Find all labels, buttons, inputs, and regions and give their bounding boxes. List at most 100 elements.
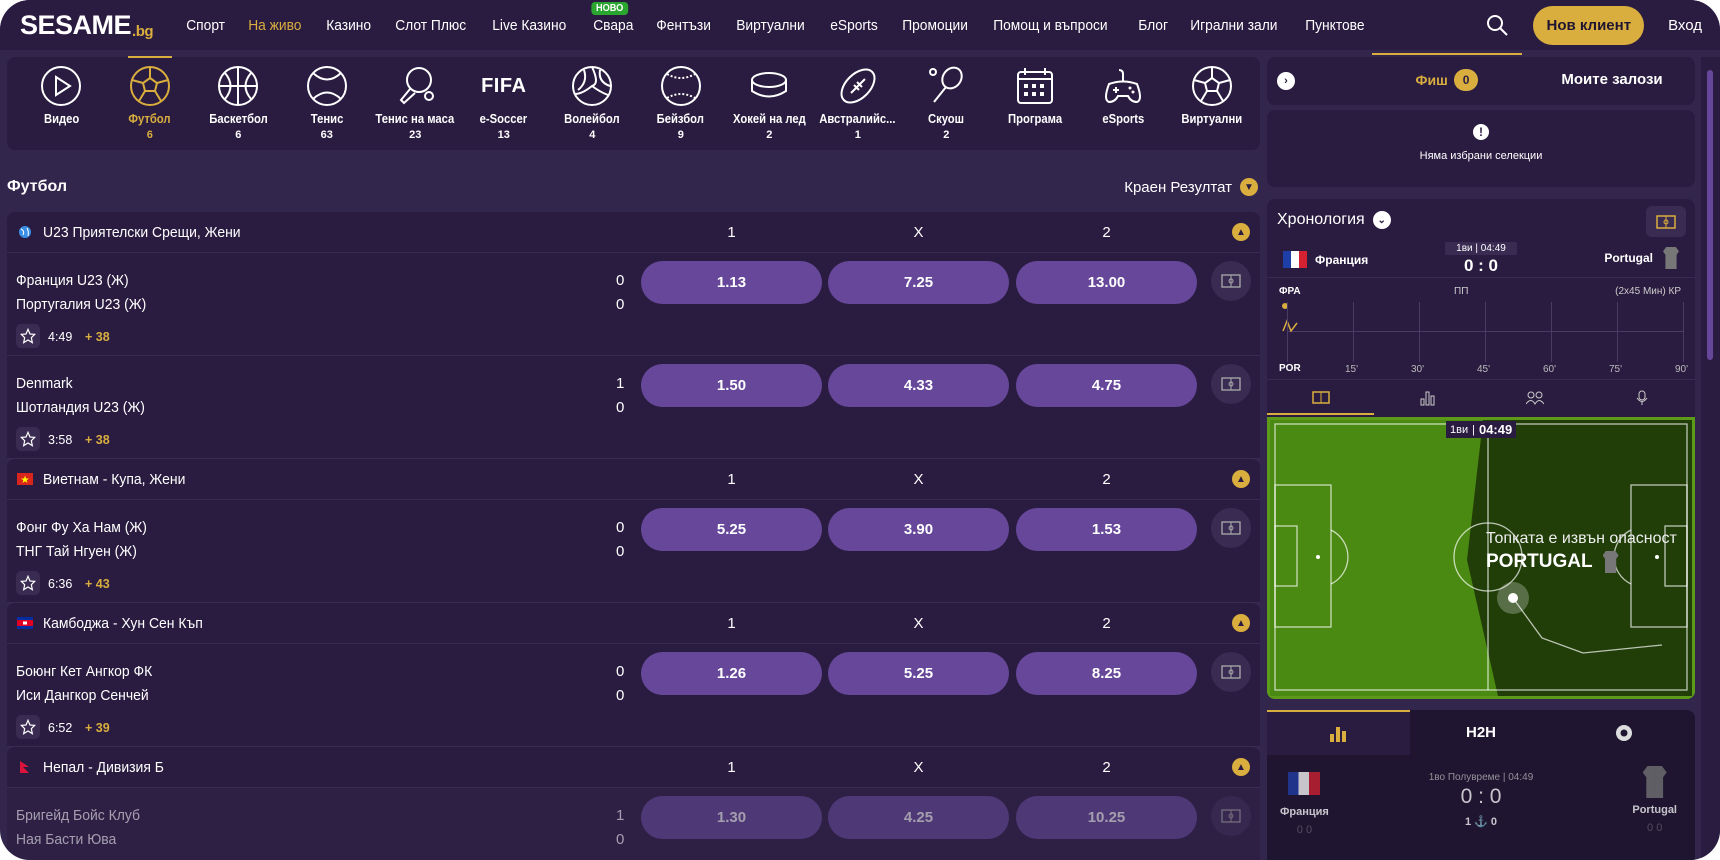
nav-item[interactable]: Live Казино [483, 17, 575, 34]
odds-button[interactable]: 5.25 [641, 508, 822, 551]
odds-button[interactable]: 4.25 [828, 796, 1009, 839]
nav-item[interactable]: На живо [239, 17, 311, 34]
sport-squash[interactable]: Скуош 2 [902, 57, 991, 150]
chevron-up-icon[interactable]: ▲ [1232, 470, 1250, 488]
away-team[interactable]: Шотландия U23 (Ж) [16, 399, 145, 416]
event-text: Топката е извън опасност [1486, 530, 1677, 547]
sport-play[interactable]: Видео [17, 57, 106, 150]
chevron-up-icon[interactable]: ▲ [1232, 758, 1250, 776]
star-icon [20, 328, 36, 344]
events-list: U23 Приятелски Срещи, Жени 1 X 2 ▲ Франция U2… [7, 212, 1260, 860]
sport-volleyball[interactable]: Волейбол 4 [548, 57, 637, 150]
timeline-tick: 90' [1675, 364, 1689, 375]
sport-soccer[interactable]: Футбол 6 [106, 56, 195, 150]
sport-gamepad[interactable]: eSports [1079, 57, 1168, 150]
match-tracker-button[interactable] [1211, 261, 1251, 301]
chevron-right-icon[interactable]: › [1277, 72, 1295, 90]
odds-button[interactable]: 8.25 [1016, 652, 1197, 695]
nav-item[interactable]: Казино [317, 17, 380, 34]
more-markets-link[interactable]: + 39 [85, 721, 110, 735]
favorite-button[interactable] [16, 571, 40, 595]
tab-stats[interactable] [1374, 381, 1481, 415]
home-team[interactable]: Боюнг Кет Ангкор ФК [16, 663, 153, 680]
odds-column-header: 1 [727, 224, 736, 241]
match-tracker-button[interactable] [1211, 796, 1251, 836]
chevron-down-icon[interactable]: ⌄ [1372, 211, 1391, 229]
more-markets-link[interactable]: + 38 [85, 330, 110, 344]
odds-button[interactable]: 4.33 [828, 364, 1009, 407]
nav-item[interactable]: Промоции [893, 17, 977, 34]
home-team[interactable]: Фонг Фу Ха Нам (Ж) [16, 519, 147, 536]
odds-button[interactable]: 10.25 [1016, 796, 1197, 839]
odds-button[interactable]: 7.25 [828, 261, 1009, 304]
nav-item[interactable]: Спорт [177, 17, 234, 34]
sport-fifa[interactable]: FIFA e-Soccer 13 [460, 57, 549, 150]
favorite-button[interactable] [16, 427, 40, 451]
odds-button[interactable]: 1.50 [641, 364, 822, 407]
search-icon[interactable] [1485, 13, 1509, 37]
chevron-up-icon[interactable]: ▲ [1232, 223, 1250, 241]
away-team[interactable]: Иси Дангкор Сенчей [16, 687, 149, 704]
odds-button[interactable]: 3.90 [828, 508, 1009, 551]
home-team[interactable]: Франция U23 (Ж) [16, 272, 129, 289]
nav-item[interactable]: eSports [821, 17, 887, 34]
pitch-event: Топката е извън опасност PORTUGAL [1486, 530, 1677, 573]
home-team[interactable]: Бригейд Бойс Клуб [16, 807, 141, 824]
match-tracker-button[interactable] [1211, 652, 1251, 692]
away-team[interactable]: Португалия U23 (Ж) [16, 296, 147, 313]
nav-item[interactable]: Фентъзи [647, 17, 720, 34]
scrollbar-thumb[interactable] [1707, 70, 1713, 360]
sport-tennis[interactable]: Тенис 63 [283, 57, 372, 150]
chronology-title: Хронология [1277, 211, 1365, 228]
tab-my-bets[interactable]: Моите залози [1561, 71, 1663, 88]
favorite-button[interactable] [16, 324, 40, 348]
sport-puck[interactable]: Хокей на лед 2 [725, 57, 814, 150]
nav-item[interactable]: Пунктове [1296, 17, 1374, 34]
tab-stats[interactable] [1267, 710, 1410, 755]
odds-button[interactable]: 1.30 [641, 796, 822, 839]
nav-item[interactable]: Блог [1129, 17, 1177, 34]
odds-button[interactable]: 13.00 [1016, 261, 1197, 304]
scrollbar[interactable] [1701, 57, 1720, 860]
logo[interactable]: SESAME .bg [20, 10, 154, 41]
odds-button[interactable]: 1.26 [641, 652, 822, 695]
odds-button[interactable]: 1.13 [641, 261, 822, 304]
nav-item[interactable]: Виртуални [727, 17, 814, 34]
tab-h2h[interactable]: H2H [1466, 724, 1497, 741]
odds-button[interactable]: 4.75 [1016, 364, 1197, 407]
more-markets-link[interactable]: + 38 [85, 433, 110, 447]
odds-button[interactable]: 5.25 [828, 652, 1009, 695]
tab-pie[interactable] [1552, 710, 1695, 755]
yellow-cards: 0 [1647, 822, 1654, 834]
sport-count: 1 [854, 129, 861, 141]
info-icon: ! [1473, 124, 1489, 140]
nav-item[interactable]: Игрални зали [1181, 17, 1287, 34]
sport-calendar[interactable]: Програма [991, 57, 1080, 150]
nav-item[interactable]: Помощ и въпроси [984, 17, 1117, 34]
sport-baseball[interactable]: Бейзбол 9 [637, 57, 726, 150]
login-link[interactable]: Вход [1668, 16, 1702, 34]
away-team[interactable]: Ная Басти Юва [16, 831, 117, 848]
sport-rugby[interactable]: Австралийс... 1 [814, 57, 903, 150]
new-client-button[interactable]: Нов клиент [1533, 5, 1645, 45]
nav-item[interactable]: Свара НОВО [584, 1, 643, 34]
sport-pingpong[interactable]: Тенис на маса 23 [371, 57, 460, 150]
nav-item[interactable]: Слот Плюс [386, 17, 475, 34]
tab-lineups[interactable] [1481, 381, 1588, 415]
market-selector[interactable]: Краен Резултат ▼ [1124, 178, 1258, 196]
chevron-up-icon[interactable]: ▲ [1232, 614, 1250, 632]
sport-basketball[interactable]: Баскетбол 6 [194, 57, 283, 150]
nav-item-label: Слот Плюс [395, 16, 467, 34]
field-view-button[interactable] [1646, 206, 1686, 237]
home-team[interactable]: Denmark [16, 375, 73, 392]
match-tracker-button[interactable] [1211, 508, 1251, 548]
tab-slip[interactable]: Фиш 0 [1372, 53, 1522, 105]
more-markets-link[interactable]: + 43 [85, 577, 110, 591]
sport-soccer[interactable]: Виртуални [1168, 57, 1257, 150]
match-tracker-button[interactable] [1211, 364, 1251, 404]
favorite-button[interactable] [16, 715, 40, 739]
away-team[interactable]: ТНГ Тай Нгуен (Ж) [16, 543, 137, 560]
tab-commentary[interactable] [1588, 381, 1695, 415]
odds-button[interactable]: 1.53 [1016, 508, 1197, 551]
tab-pitch[interactable] [1267, 381, 1374, 415]
